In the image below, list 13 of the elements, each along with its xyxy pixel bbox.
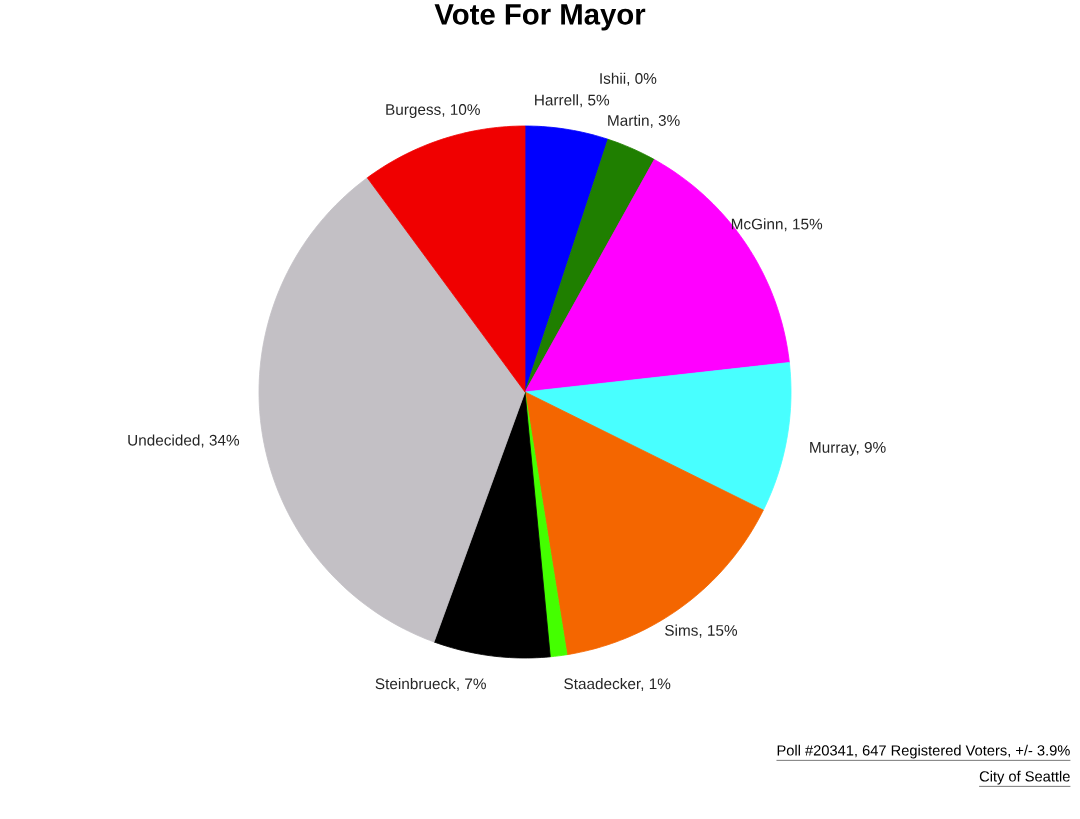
slice-label: Burgess, 10% [386,104,480,119]
slice-label: McGinn, 15% [731,218,823,232]
slice-label: Martin, 3% [608,114,680,128]
text: Poll #20341, 647 Registered Voters, +/- 3.9% [777,744,1070,759]
slice-label: Undecided, 34% [128,434,240,448]
chart-title: Vote For Mayor [434,4,646,31]
category-label: Ishii, 0% [600,72,657,86]
text: City of Seattle [979,770,1070,785]
slice-label: Sims, 15% [665,624,738,638]
slice-label: Harrell, 5% [535,94,610,108]
slice-label: Steinbrueck, 7% [375,677,486,692]
slice-label: Murray, 9% [810,441,886,456]
slice-label: Staadecker, 1% [564,677,671,692]
